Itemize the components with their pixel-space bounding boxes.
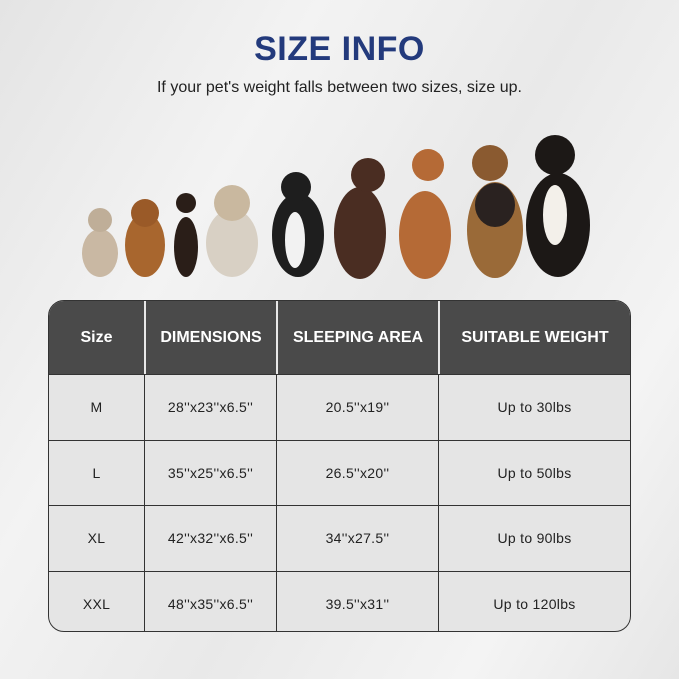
cell-weight: Up to 120lbs (438, 571, 630, 631)
cell-weight: Up to 90lbs (438, 506, 630, 571)
cell-dimensions: 28''x23''x6.5'' (144, 375, 276, 440)
header-sleeping-area: SLEEPING AREA (276, 301, 438, 374)
cell-sleeping-area: 26.5''x20'' (276, 440, 438, 505)
cell-size: XXL (82, 595, 111, 612)
table-header-row: Size DIMENSIONS SLEEPING AREA SUITABLE W… (49, 301, 630, 374)
header-dimensions: DIMENSIONS (144, 301, 276, 374)
size-table: Size DIMENSIONS SLEEPING AREA SUITABLE W… (48, 300, 631, 632)
dog-cavalier (125, 199, 165, 277)
table-row: M 28''x23''x6.5'' 20.5''x19'' Up to 30lb… (49, 374, 630, 440)
page-title: SIZE INFO (254, 30, 425, 68)
cell-size: L (92, 464, 101, 481)
dog-pinscher (174, 193, 198, 277)
cell-sleeping-area: 34''x27.5'' (276, 506, 438, 571)
table-row: XL 42''x32''x6.5'' 34''x27.5'' Up to 90l… (49, 505, 630, 571)
cell-dimensions: 35''x25''x6.5'' (144, 440, 276, 505)
cell-dimensions: 42''x32''x6.5'' (144, 506, 276, 571)
dog-bernese (526, 135, 590, 277)
dog-german-shepherd (467, 145, 523, 278)
cell-dimensions: 48''x35''x6.5'' (144, 571, 276, 631)
dog-bulldog (206, 185, 258, 277)
subtitle: If your pet's weight falls between two s… (156, 79, 522, 96)
dog-vizsla (399, 149, 451, 279)
cell-sleeping-area: 20.5''x19'' (276, 375, 438, 440)
cell-size: XL (87, 530, 106, 547)
dog-french-bulldog (82, 208, 118, 277)
header-size: Size (80, 328, 113, 346)
header-suitable-weight: SUITABLE WEIGHT (438, 301, 630, 374)
cell-weight: Up to 30lbs (438, 375, 630, 440)
cell-weight: Up to 50lbs (438, 440, 630, 505)
cell-sleeping-area: 39.5''x31'' (276, 571, 438, 631)
table-row: L 35''x25''x6.5'' 26.5''x20'' Up to 50lb… (49, 439, 630, 505)
dog-border-collie (272, 172, 324, 277)
cell-size: M (90, 399, 103, 416)
dogs-lineup-image (82, 135, 590, 279)
dog-labrador (334, 158, 386, 279)
table-row: XXL 48''x35''x6.5'' 39.5''x31'' Up to 12… (49, 570, 630, 631)
